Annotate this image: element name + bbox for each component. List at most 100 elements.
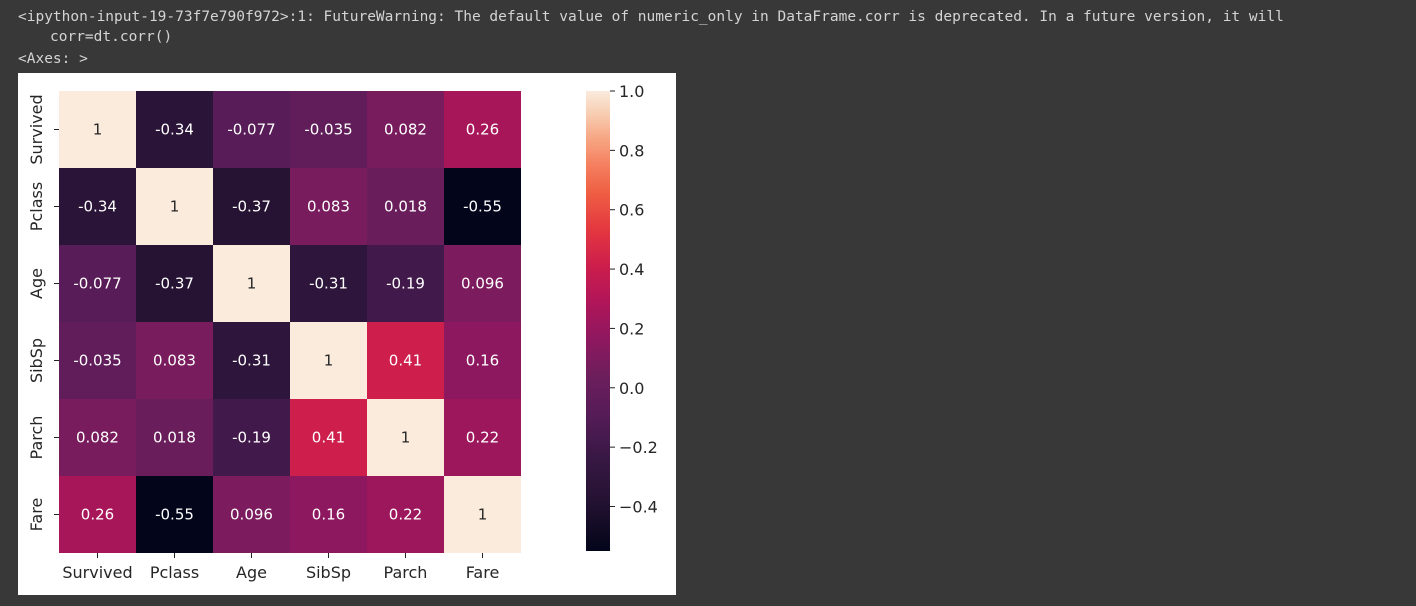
x-tick-label: SibSp — [306, 563, 351, 582]
cell-annotation: 1 — [93, 121, 103, 139]
cell-annotation: -0.035 — [304, 121, 352, 139]
heatmap-cell — [213, 245, 290, 322]
heatmap-cell — [290, 476, 367, 553]
colorbar-tick-label: 0.0 — [619, 379, 644, 398]
heatmap-cell — [290, 168, 367, 245]
cell-annotation: 0.096 — [230, 506, 273, 524]
cell-annotation: 1 — [324, 352, 334, 370]
y-tick-label: Age — [27, 268, 46, 299]
y-tick-label: Fare — [27, 498, 46, 532]
heatmap-cell — [290, 322, 367, 399]
y-tick-label: Survived — [27, 94, 46, 164]
heatmap-cell — [213, 476, 290, 553]
heatmap-cell — [444, 322, 521, 399]
cell-annotation: -0.19 — [386, 275, 425, 293]
cell-annotation: 0.22 — [389, 506, 422, 524]
heatmap-cell — [59, 476, 136, 553]
heatmap-figure: 1 -0.34 -0.077 -0.035 0.082 0.26 -0.34 1 -0.37 0.… — [18, 73, 676, 595]
cell-annotation: 0.082 — [384, 121, 427, 139]
cell-annotation: 0.018 — [153, 429, 196, 447]
heatmap-cell — [213, 91, 290, 168]
cell-annotation: 0.082 — [76, 429, 119, 447]
heatmap-cell — [367, 322, 444, 399]
heatmap-cell — [136, 476, 213, 553]
cell-annotation: 1 — [170, 198, 180, 216]
cell-annotation: 1 — [401, 429, 411, 447]
cell-annotation: -0.55 — [155, 506, 194, 524]
heatmap-cell — [59, 168, 136, 245]
future-warning-text: <ipython-input-19-73f7e790f972>:1: Futur… — [18, 9, 1284, 25]
y-axis: Survived Pclass Age SibSp Parch Fare — [27, 94, 59, 531]
heatmap-cell — [290, 245, 367, 322]
heatmap-cell — [136, 168, 213, 245]
heatmap-cell — [59, 245, 136, 322]
x-tick-label: Pclass — [150, 563, 199, 582]
heatmap-cell — [367, 91, 444, 168]
y-tick-label: Parch — [27, 416, 46, 460]
cell-annotation: 0.083 — [153, 352, 196, 370]
cell-annotation: 0.16 — [466, 352, 499, 370]
warning-code-line: corr=dt.corr() — [50, 29, 173, 45]
heatmap-cells — [59, 91, 521, 553]
colorbar-tick-label: 1.0 — [619, 82, 644, 101]
heatmap-cell — [213, 399, 290, 476]
colorbar-tick-label: 0.2 — [619, 319, 644, 338]
colorbar: 1.0 0.8 0.6 0.4 0.2 0.0 −0.2 −0.4 — [586, 82, 658, 551]
x-tick-label: Survived — [62, 563, 132, 582]
x-tick-label: Parch — [384, 563, 428, 582]
cell-annotation: 0.083 — [307, 198, 350, 216]
colorbar-tick-label: 0.4 — [619, 260, 644, 279]
cell-annotation: 0.26 — [81, 506, 114, 524]
x-axis: Survived Pclass Age SibSp Parch Fare — [62, 553, 499, 582]
cell-annotation: 0.41 — [389, 352, 422, 370]
heatmap-cell — [444, 476, 521, 553]
cell-annotation: -0.31 — [309, 275, 348, 293]
heatmap-cell — [444, 245, 521, 322]
heatmap-cell — [136, 399, 213, 476]
cell-annotation: -0.37 — [232, 198, 271, 216]
heatmap-cell — [367, 168, 444, 245]
colorbar-tick-label: 0.8 — [619, 141, 644, 160]
correlation-heatmap: 1 -0.34 -0.077 -0.035 0.082 0.26 -0.34 1 -0.37 0.… — [27, 82, 658, 582]
heatmap-cell — [59, 322, 136, 399]
heatmap-cell — [367, 476, 444, 553]
cell-annotation: 0.22 — [466, 429, 499, 447]
heatmap-cell — [367, 245, 444, 322]
heatmap-cell — [136, 245, 213, 322]
heatmap-cell — [444, 168, 521, 245]
heatmap-cell — [136, 91, 213, 168]
colorbar-tick-label: −0.4 — [619, 497, 658, 516]
cell-annotation: -0.077 — [227, 121, 275, 139]
cell-annotation: 0.41 — [312, 429, 345, 447]
cell-annotation: -0.34 — [155, 121, 194, 139]
heatmap-cell — [444, 91, 521, 168]
cell-annotation: 0.26 — [466, 121, 499, 139]
heatmap-cell — [213, 322, 290, 399]
cell-annotation: -0.55 — [463, 198, 502, 216]
cell-annotation: -0.19 — [232, 429, 271, 447]
heatmap-cell — [444, 399, 521, 476]
y-tick-label: Pclass — [27, 182, 46, 231]
heatmap-cell — [213, 168, 290, 245]
x-tick-label: Fare — [466, 563, 500, 582]
cell-annotation: 0.018 — [384, 198, 427, 216]
colorbar-tick-label: 0.6 — [619, 201, 644, 220]
heatmap-cell — [367, 399, 444, 476]
cell-annotation: -0.035 — [73, 352, 121, 370]
x-tick-label: Age — [236, 563, 267, 582]
heatmap-cell — [290, 399, 367, 476]
heatmap-cell — [290, 91, 367, 168]
colorbar-gradient — [586, 91, 610, 551]
cell-annotation: -0.37 — [155, 275, 194, 293]
heatmap-cell — [59, 399, 136, 476]
y-tick-label: SibSp — [27, 338, 46, 383]
cell-annotation: 0.096 — [461, 275, 504, 293]
cell-annotation: 1 — [478, 506, 488, 524]
cell-annotation: -0.34 — [78, 198, 117, 216]
colorbar-tick-label: −0.2 — [619, 438, 658, 457]
cell-annotation: 1 — [247, 275, 257, 293]
axes-repr-text: <Axes: > — [18, 51, 88, 67]
heatmap-cell — [59, 91, 136, 168]
heatmap-cell — [136, 322, 213, 399]
heatmap-annotations: 1 -0.34 -0.077 -0.035 0.082 0.26 -0.34 1 -0.37 0.… — [73, 121, 504, 524]
